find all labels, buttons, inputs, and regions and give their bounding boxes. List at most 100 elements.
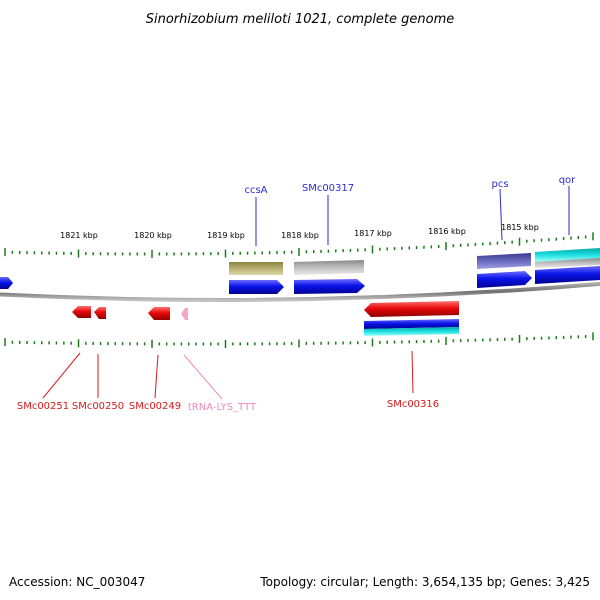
top-tick-track (4, 232, 594, 258)
minor-tick (540, 238, 543, 242)
minor-tick (533, 239, 535, 243)
SMc00250-label[interactable]: SMc00250 (72, 401, 124, 412)
minor-tick (459, 339, 462, 343)
ccsA-label[interactable]: ccsA (244, 185, 267, 196)
minor-tick (423, 339, 425, 343)
major-tick (4, 338, 6, 347)
pcs-feature-bar[interactable] (477, 253, 531, 269)
kbp-label: 1816 kbp (428, 227, 466, 236)
kbp-label: 1818 kbp (281, 231, 319, 240)
minor-tick (312, 341, 315, 345)
SMc00250-gene-arrow[interactable] (94, 307, 106, 319)
minor-tick (437, 245, 440, 248)
minor-tick (364, 341, 366, 345)
SMc00251-leader-line (42, 352, 81, 399)
qor-secondary-bar[interactable] (535, 258, 600, 268)
minor-tick (496, 338, 499, 342)
minor-tick (246, 342, 249, 346)
major-tick (371, 245, 374, 254)
minor-tick (114, 252, 116, 256)
genome-summary-text: Topology: circular; Length: 3,654,135 bp… (259, 575, 590, 589)
minor-tick (239, 251, 241, 255)
ccsA-feature-bar[interactable] (229, 262, 283, 275)
minor-tick (129, 342, 131, 346)
minor-tick (555, 336, 557, 340)
minor-tick (261, 342, 263, 346)
major-tick (77, 249, 80, 258)
minor-tick (180, 252, 183, 256)
kbp-label: 1815 kbp (501, 223, 539, 232)
minor-tick (85, 341, 87, 345)
minor-tick (41, 341, 43, 345)
SMc00316-blue-feature[interactable] (364, 319, 459, 329)
kbp-label: 1819 kbp (207, 231, 245, 240)
SMc00249-gene-arrow[interactable] (148, 307, 170, 320)
major-tick (445, 242, 447, 251)
minor-tick (92, 341, 94, 345)
minor-tick (430, 339, 433, 343)
SMc00316-gene-arrow[interactable] (364, 301, 459, 317)
kbp-label: 1817 kbp (354, 229, 392, 238)
map-title: Sinorhizobium meliloti 1021, complete ge… (146, 12, 455, 27)
qor-label[interactable]: qor (559, 175, 576, 186)
forward-gene-arrow[interactable] (0, 277, 13, 289)
pcs-leader-line (499, 188, 503, 241)
minor-tick (55, 251, 58, 255)
minor-tick (408, 340, 410, 344)
major-tick (224, 339, 227, 348)
major-tick (224, 249, 227, 258)
minor-tick (327, 341, 330, 345)
tRNA-LYS_TTT-feature[interactable] (181, 308, 188, 320)
forward-labels: ccsA SMc00317 pcs qor (244, 175, 576, 246)
minor-tick (70, 251, 72, 255)
minor-tick (511, 337, 513, 341)
minor-tick (99, 342, 102, 346)
minor-tick (188, 252, 190, 256)
SMc00251-gene-arrow[interactable] (72, 306, 91, 318)
SMc00251-label[interactable]: SMc00251 (17, 401, 69, 412)
ccsA-gene-arrow[interactable] (229, 280, 284, 294)
tRNA-LYS_TTT-leader-line (183, 354, 223, 400)
minor-tick (26, 341, 28, 344)
qor-feature-bar[interactable] (535, 248, 600, 262)
pcs-label[interactable]: pcs (491, 179, 508, 190)
SMc00316-cyan-feature[interactable] (364, 327, 459, 336)
minor-tick (210, 252, 212, 256)
minor-tick (18, 340, 21, 344)
minor-tick (283, 250, 286, 254)
major-tick (371, 338, 374, 347)
minor-tick (379, 247, 381, 251)
minor-tick (349, 341, 352, 345)
minor-tick (555, 237, 557, 241)
minor-tick (107, 252, 109, 256)
minor-tick (459, 243, 462, 247)
SMc00317-label[interactable]: SMc00317 (302, 183, 354, 194)
minor-tick (526, 337, 528, 341)
minor-tick (408, 246, 410, 250)
major-tick (518, 237, 521, 246)
minor-tick (496, 241, 499, 245)
minor-tick (290, 342, 293, 346)
tRNA-LYS_TTT-label[interactable]: tRNA-LYS_TTT (188, 402, 257, 413)
minor-tick (11, 250, 14, 254)
kbp-label: 1821 kbp (60, 231, 98, 240)
minor-tick (577, 235, 580, 239)
minor-tick (173, 252, 175, 256)
minor-tick (202, 342, 205, 346)
minor-tick (430, 245, 433, 249)
minor-tick (11, 340, 14, 344)
major-tick (298, 339, 300, 348)
minor-tick (489, 242, 491, 246)
minor-tick (268, 342, 271, 346)
SMc00317-feature-bar[interactable] (294, 260, 364, 275)
minor-tick (327, 249, 330, 253)
minor-tick (254, 251, 256, 255)
SMc00317-gene-arrow[interactable] (294, 279, 365, 294)
SMc00316-label[interactable]: SMc00316 (387, 399, 439, 410)
qor-gene-arrow[interactable] (535, 266, 600, 284)
minor-tick (489, 338, 491, 342)
pcs-gene-arrow[interactable] (477, 271, 532, 288)
SMc00249-label[interactable]: SMc00249 (129, 401, 181, 412)
minor-tick (18, 250, 21, 254)
